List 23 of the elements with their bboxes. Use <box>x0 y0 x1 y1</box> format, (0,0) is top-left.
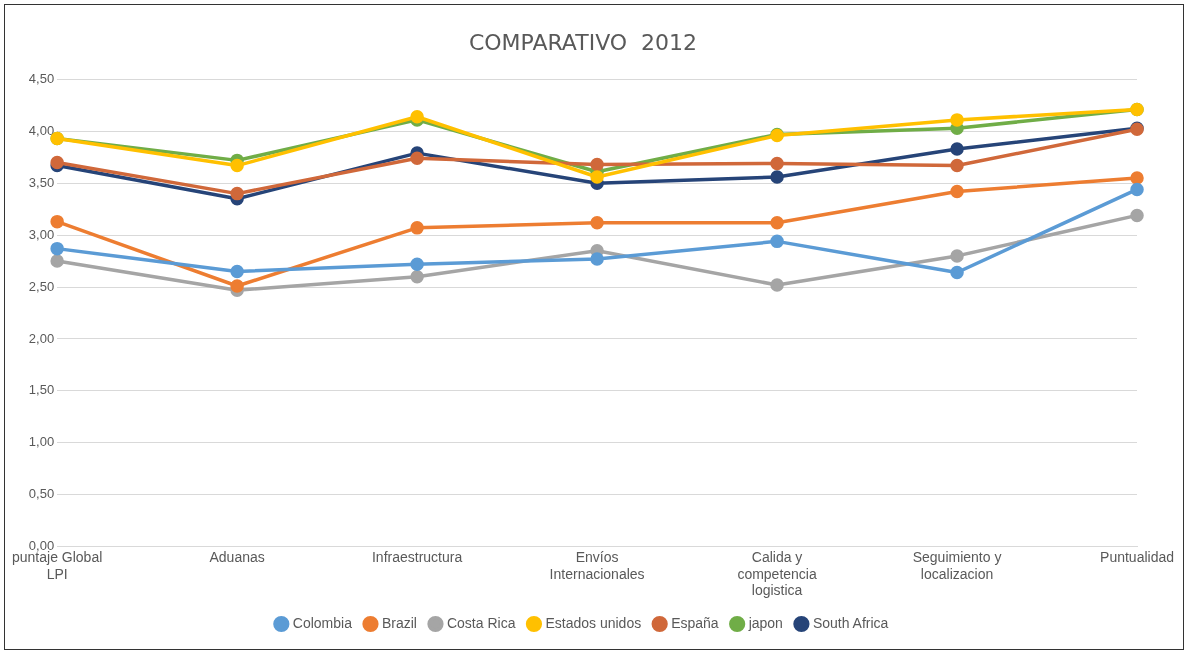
y-tick-label: 1,50 <box>28 382 55 398</box>
x-tick-label: Aduanas <box>209 548 265 565</box>
legend-label: japon <box>747 614 783 631</box>
legend-label: España <box>671 614 719 631</box>
y-tick-label: 3,00 <box>28 226 55 242</box>
y-tick-label: 2,50 <box>28 278 55 294</box>
y-tick-label: 1,00 <box>28 434 55 450</box>
y-tick-label: 3,50 <box>28 174 55 190</box>
x-tick-label: Envíos Internacionales <box>549 548 645 582</box>
chart-title: COMPARATIVO 2012 <box>468 29 698 55</box>
y-tick-label: 4,00 <box>28 122 55 138</box>
x-tick-label: Seguimiento y localizacion <box>912 548 1002 582</box>
y-tick-label: 0,50 <box>28 486 55 502</box>
y-tick-label: 2,00 <box>28 330 55 346</box>
x-tick-label: Puntualidad <box>1100 548 1174 565</box>
x-tick-label: Infraestructura <box>371 548 463 565</box>
legend-label: Colombia <box>292 614 353 631</box>
legend-label: South Africa <box>812 614 889 631</box>
legend-label: Brazil <box>381 614 417 631</box>
y-tick-label: 4,50 <box>28 70 55 86</box>
legend-label: Costa Rica <box>446 614 516 631</box>
x-tick-label: Calida y competencia logistica <box>737 548 817 599</box>
legend-label: Estados unidos <box>545 614 642 631</box>
